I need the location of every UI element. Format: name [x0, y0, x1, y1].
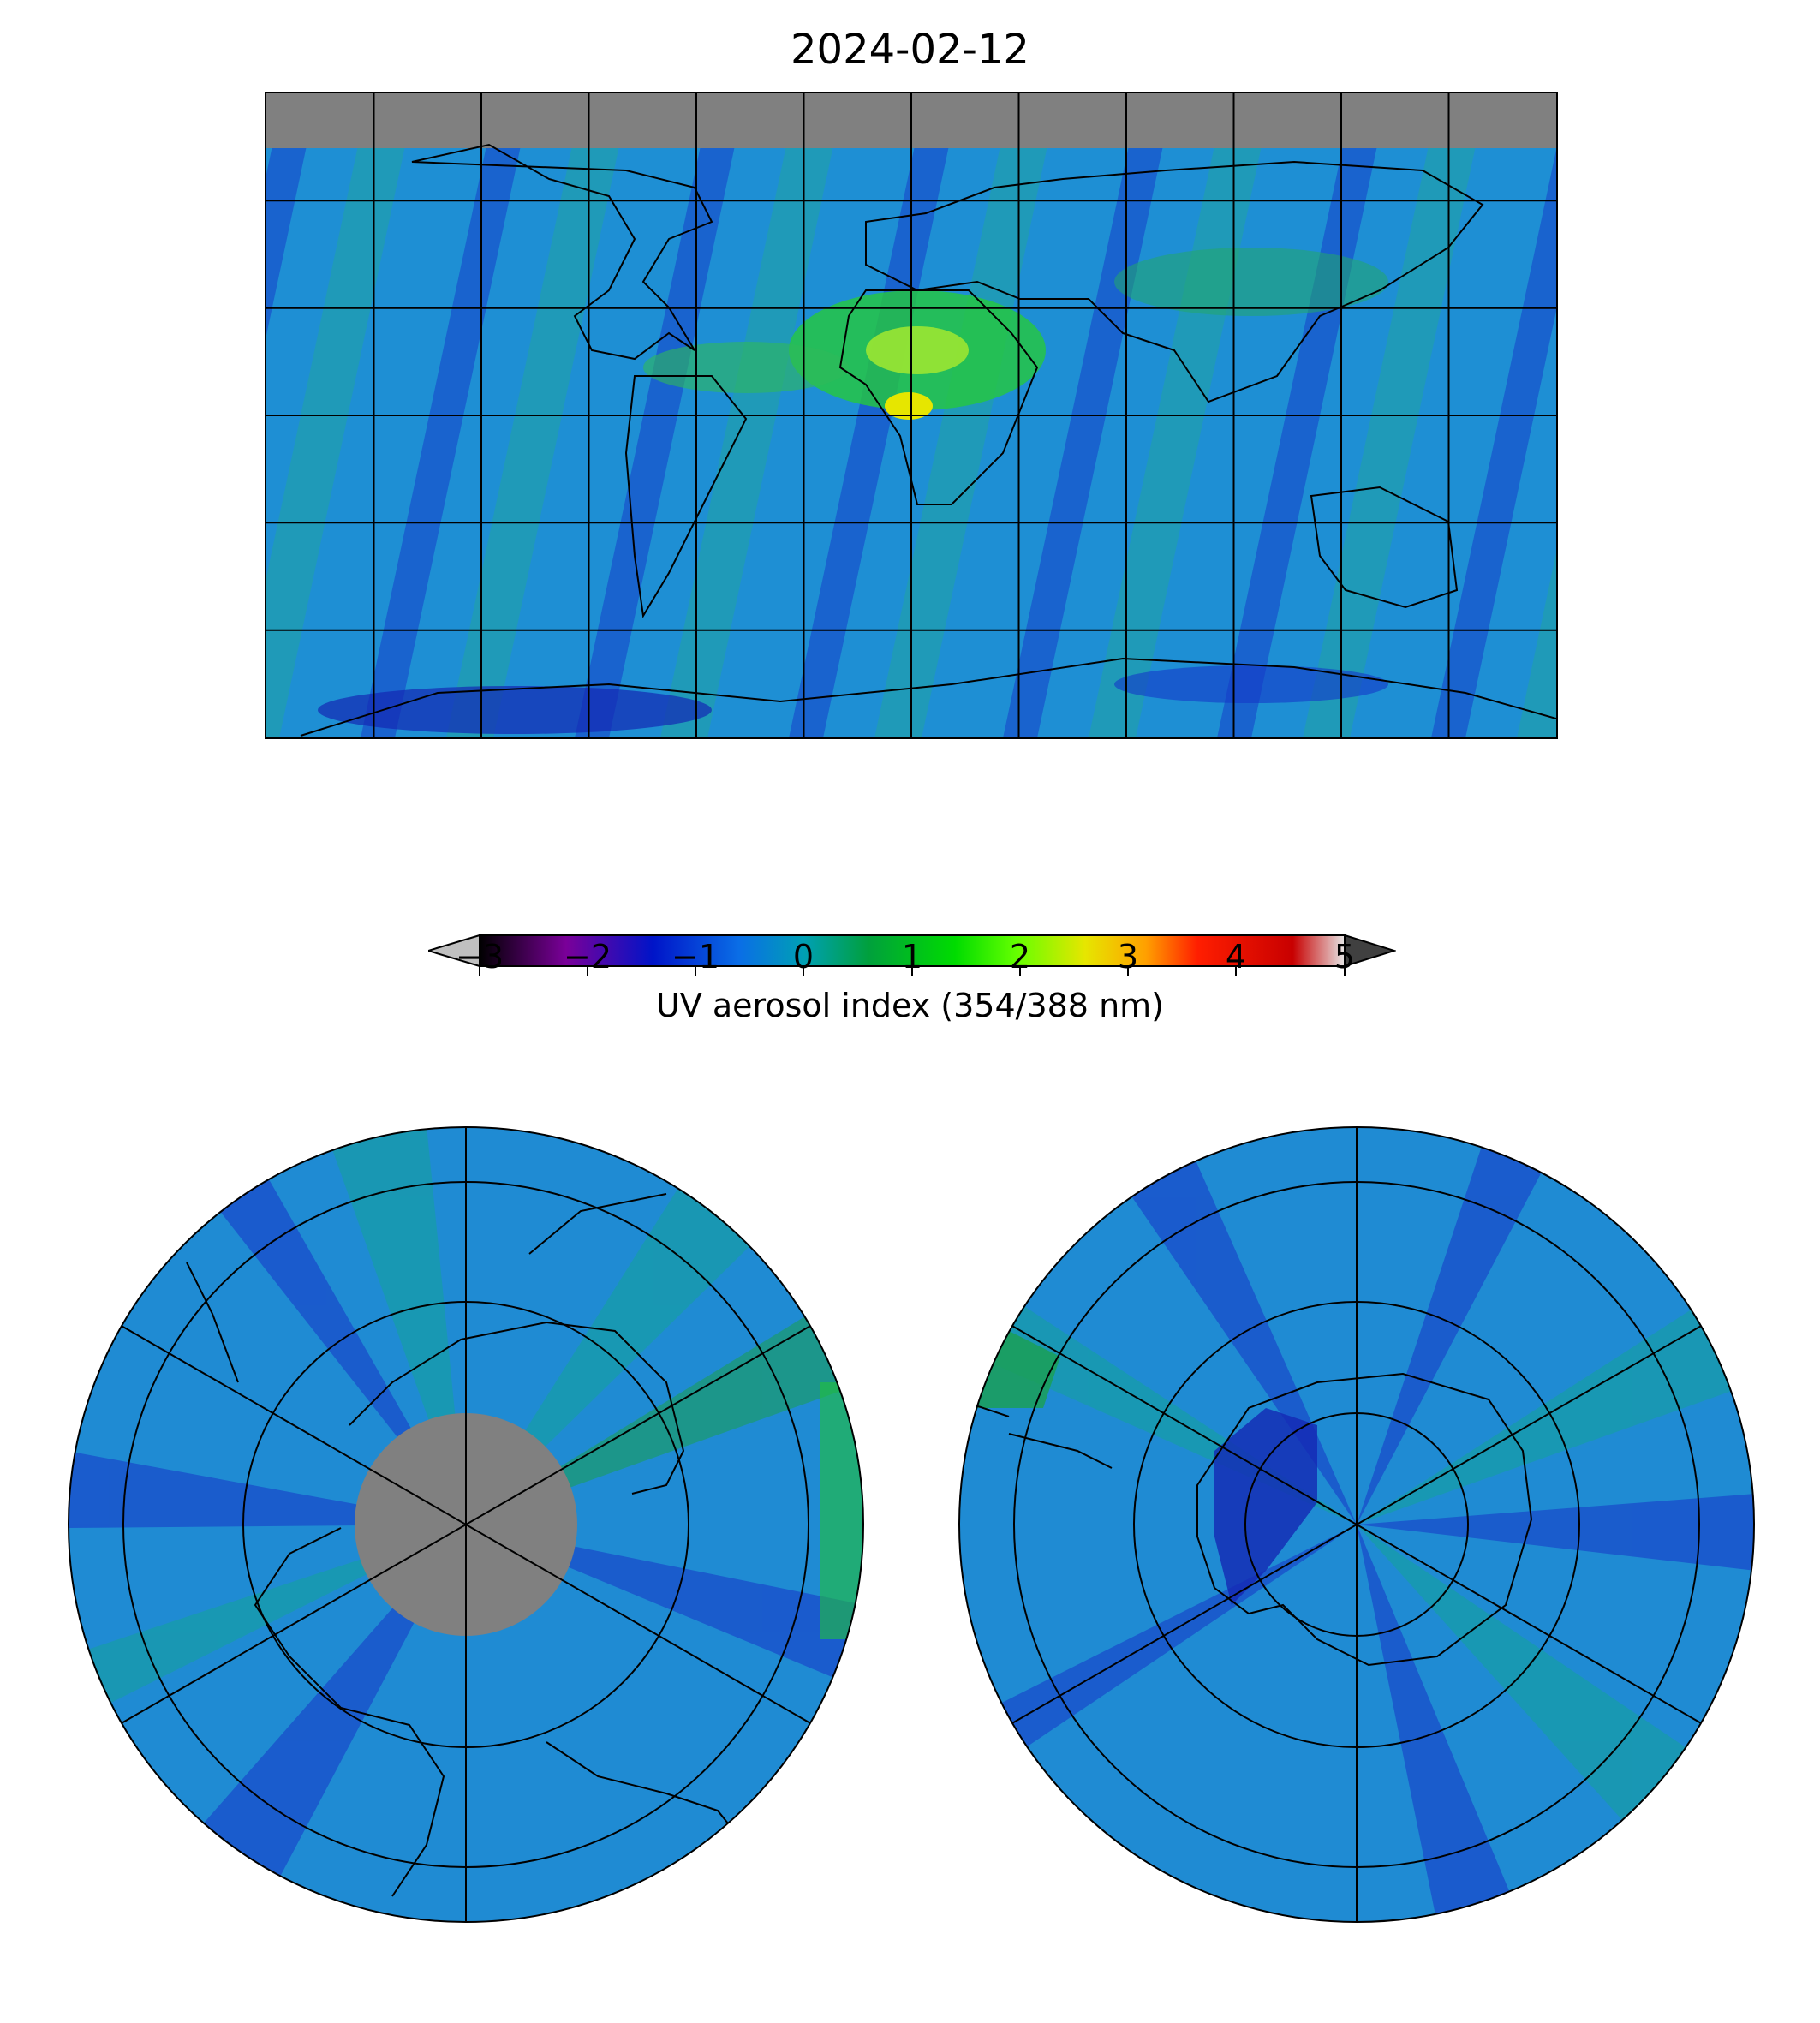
graticule: [266, 93, 1556, 737]
dust-hotspot: [885, 392, 933, 420]
south-polar-svg: [958, 1126, 1755, 1923]
colorbar-over-arrow: [1344, 934, 1396, 968]
dust-plume-core: [866, 326, 969, 374]
colorbar-tick-label: 2: [1009, 938, 1031, 976]
south-graticule: [1010, 1127, 1704, 1922]
north-graticule: [119, 1127, 813, 1922]
page-title: 2024-02-12: [791, 26, 1029, 74]
colorbar-ticks: [479, 966, 1346, 976]
colorbar-tick-label: −1: [671, 938, 720, 976]
atlantic-plume: [643, 342, 849, 393]
north-polar-svg: [68, 1126, 864, 1923]
colorbar-tick-label: 3: [1117, 938, 1139, 976]
asia-plume: [1114, 248, 1388, 316]
antarctic-low-east: [1114, 665, 1388, 703]
colorbar-tick-label: −2: [563, 938, 612, 976]
north-polar-map: [67, 1125, 865, 1924]
colorbar-label: UV aerosol index (354/388 nm): [655, 987, 1164, 1024]
colorbar-tick-label: 1: [901, 938, 923, 976]
coastlines: [300, 143, 1556, 737]
antarctic-low: [318, 686, 712, 734]
colorbar: [428, 934, 1396, 976]
south-polar-map: [958, 1125, 1756, 1924]
global-map-svg: [266, 93, 1556, 737]
colorbar-gradient: [479, 934, 1346, 967]
colorbar-tick-label: 5: [1334, 938, 1356, 976]
colorbar-tick-label: 4: [1225, 938, 1247, 976]
colorbar-tick-label: −3: [455, 938, 504, 976]
colorbar-tick-label: 0: [792, 938, 815, 976]
global-map: [265, 92, 1558, 739]
